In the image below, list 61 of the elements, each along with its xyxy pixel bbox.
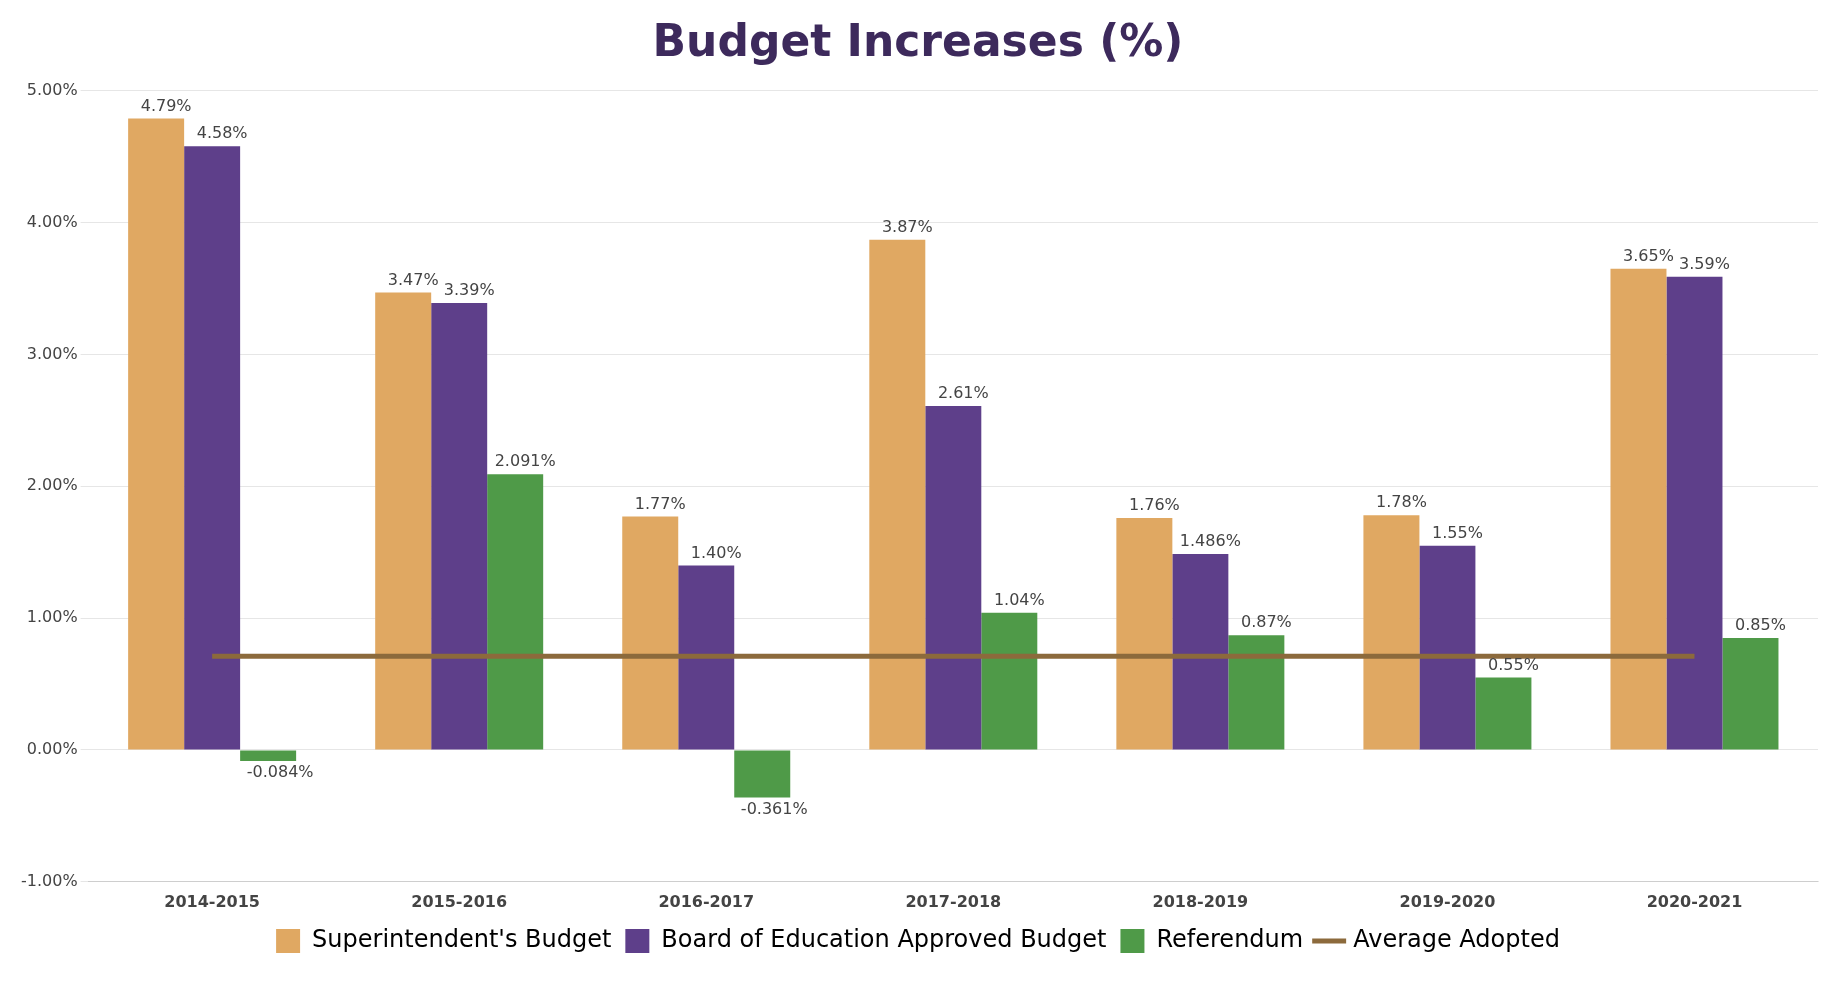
data-label: -0.084%: [246, 762, 314, 782]
data-label: 4.79%: [140, 95, 192, 115]
data-label: 3.47%: [387, 269, 439, 289]
x-tick-label: 2017-2018: [905, 891, 1002, 911]
data-label: 1.77%: [634, 493, 686, 513]
bar: [925, 405, 982, 750]
bar: [1722, 637, 1779, 750]
bar: [184, 146, 241, 750]
y-tick-label: 0.00%: [26, 739, 78, 759]
bar: [128, 118, 185, 750]
data-label: 2.61%: [937, 383, 989, 403]
bar: [487, 474, 544, 750]
bar: [1172, 554, 1229, 750]
legend-label: Referendum: [1156, 925, 1304, 954]
x-tick-label: 2019-2020: [1399, 891, 1496, 911]
x-tick-label: 2018-2019: [1152, 891, 1249, 911]
data-label: 1.04%: [993, 590, 1045, 610]
x-tick-label: 2015-2016: [411, 891, 508, 911]
y-tick-label: -1.00%: [20, 870, 78, 890]
bar: [1666, 276, 1723, 750]
data-label: 0.85%: [1735, 615, 1786, 635]
data-label: 3.87%: [881, 216, 933, 236]
data-label: 3.59%: [1679, 253, 1730, 273]
y-tick-label: 1.00%: [26, 607, 78, 627]
data-label: -0.361%: [740, 798, 808, 818]
bar: [678, 565, 735, 750]
x-tick-label: 2014-2015: [164, 891, 260, 911]
data-label: 2.091%: [494, 451, 556, 471]
bar: [375, 292, 432, 750]
legend-label: Average Adopted: [1353, 925, 1560, 954]
bar: [1475, 677, 1532, 750]
bar: [981, 612, 1038, 750]
bar: [1228, 635, 1285, 750]
data-label: 1.76%: [1128, 495, 1180, 515]
legend-label: Board of Education Approved Budget: [661, 925, 1107, 954]
legend-label: Superintendent's Budget: [312, 925, 612, 954]
bar: [869, 239, 926, 750]
chart-title: Budget Increases (%): [652, 14, 1184, 66]
bar: [240, 750, 297, 762]
x-tick-label: 2016-2017: [658, 891, 755, 911]
bar: [431, 303, 488, 750]
data-label: 3.39%: [443, 280, 495, 300]
y-tick-label: 4.00%: [26, 211, 78, 231]
bar: [1116, 517, 1173, 750]
x-tick-label: 2020-2021: [1646, 891, 1743, 911]
bar: [1610, 268, 1667, 750]
bar: [622, 516, 679, 750]
y-tick-label: 2.00%: [26, 475, 78, 495]
data-label: 0.55%: [1488, 654, 1539, 674]
data-label: 3.65%: [1623, 245, 1674, 265]
bar: [1363, 515, 1420, 750]
y-tick-label: 3.00%: [26, 343, 78, 363]
data-label: 1.78%: [1376, 492, 1427, 512]
y-tick-label: 5.00%: [26, 79, 78, 99]
data-label: 1.55%: [1432, 522, 1483, 542]
bar: [734, 750, 791, 798]
data-label: 1.40%: [690, 542, 742, 562]
data-label: 1.486%: [1179, 531, 1241, 551]
bar: [1419, 545, 1476, 750]
data-label: 4.58%: [196, 123, 248, 143]
data-label: 0.87%: [1240, 612, 1292, 632]
